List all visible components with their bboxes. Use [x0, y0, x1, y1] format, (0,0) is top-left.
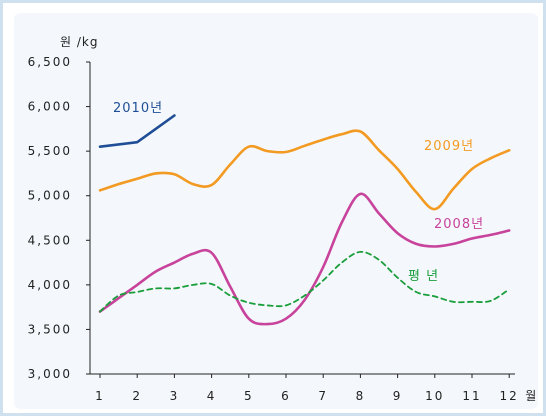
x-tick-label: 8 — [356, 389, 366, 403]
x-tick-label: 10 — [425, 389, 444, 403]
x-tick-label: 2 — [132, 389, 142, 403]
y-tick-label: 4,000 — [28, 278, 72, 292]
x-tick-label: 3 — [170, 389, 180, 403]
x-tick-label: 7 — [318, 389, 328, 403]
x-tick-label: 11 — [462, 389, 481, 403]
y-tick-label: 6,000 — [28, 100, 72, 114]
y-tick-label: 4,500 — [28, 233, 72, 247]
plot-background — [14, 13, 538, 409]
y-tick-label: 3,000 — [28, 367, 72, 381]
series-lines — [98, 114, 511, 326]
x-tick-label: 12 — [500, 389, 519, 403]
series-label-2009: 2009년 — [424, 139, 474, 154]
series-line-2010 — [98, 114, 176, 148]
x-tick-label: 5 — [244, 389, 254, 403]
x-tick-label: 6 — [281, 389, 291, 403]
series-line-average — [99, 250, 511, 313]
x-tick-labels: 1 2 3 4 5 6 7 8 9 10 11 12 — [95, 389, 519, 403]
x-tick-label: 1 — [95, 389, 105, 403]
series-line-2008 — [98, 192, 511, 326]
x-tick-label: 9 — [393, 389, 403, 403]
y-tick-label: 6,500 — [28, 55, 72, 69]
series-line-2009 — [98, 129, 511, 211]
y-tick-labels: 3,000 3,500 4,000 4,500 5,000 5,500 6,000 6,500 — [28, 55, 72, 381]
x-tick-label: 4 — [207, 389, 217, 403]
series-label-2008: 2008년 — [434, 217, 484, 232]
y-tick-label: 5,500 — [28, 144, 72, 158]
y-axis-unit-label: 원 /kg — [60, 35, 98, 49]
y-tick-label: 5,000 — [28, 189, 72, 203]
series-label-2010: 2010년 — [113, 101, 163, 116]
axes — [86, 61, 515, 378]
y-tick-label: 3,500 — [28, 322, 72, 336]
x-axis-unit-label: 월 — [525, 389, 537, 403]
series-label-average: 평 년 — [408, 269, 439, 284]
